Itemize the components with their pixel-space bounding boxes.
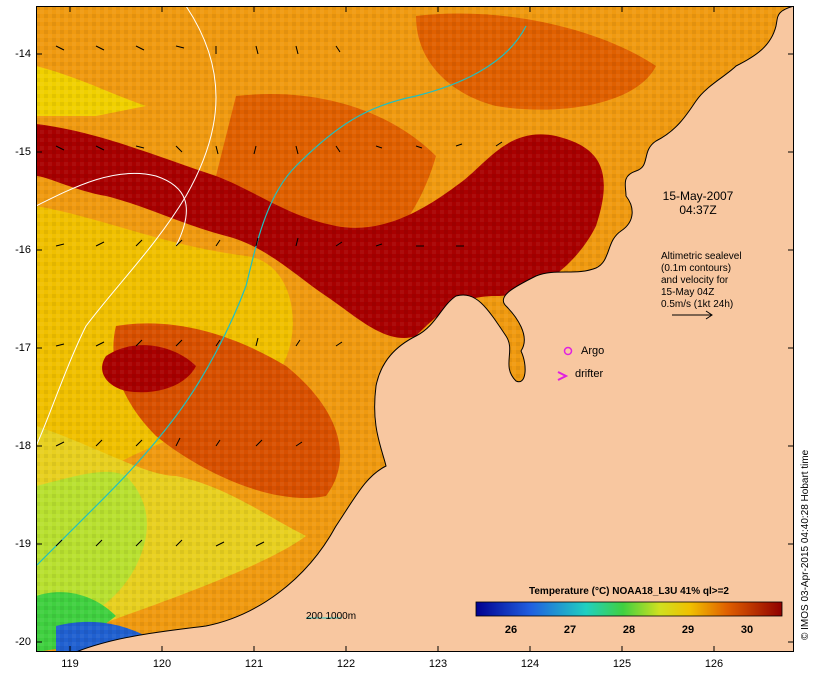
lat-label: -19 [15,538,31,550]
colorbar-tick: 27 [563,624,577,636]
altimetry-line: (0.1m contours) [661,263,732,274]
drifter-marker [557,371,569,381]
lat-label: -14 [15,48,31,60]
land-mass [75,6,794,652]
lat-label: -20 [15,636,31,648]
map-svg [36,6,794,652]
velocity-legend-arrow [672,310,713,320]
drifter-label: drifter [575,368,604,380]
sst-map [36,6,794,652]
lon-label: 121 [244,658,264,670]
lat-label: -17 [15,342,31,354]
altimetry-line: and velocity for [661,275,729,286]
argo-label: Argo [581,345,605,357]
altimetry-line: 0.5m/s (1kt 24h) [661,299,734,310]
altimetry-line: Altimetric sealevel [661,251,742,262]
lon-label: 126 [704,658,724,670]
depth-contour-label: 200 1000m [306,611,357,622]
velocity-arrows [55,45,503,547]
colorbar-tick: 26 [504,624,518,636]
argo-marker [563,346,573,356]
credit-text: © IMOS 03-Apr-2015 04:40:28 Hobart time [800,449,811,640]
lat-label: -15 [15,146,31,158]
lat-label: -18 [15,440,31,452]
colorbar-tick: 29 [681,624,695,636]
bathymetry-200m [36,25,527,567]
altimetry-note: Altimetric sealevel (0.1m contours) and … [661,251,781,311]
lat-label: -16 [15,244,31,256]
colorbar-tick: 28 [622,624,636,636]
colorbar-tick: 30 [740,624,754,636]
lon-label: 123 [428,658,448,670]
map-border [36,6,794,652]
colorbar [475,601,783,617]
lon-label: 120 [152,658,172,670]
bathymetry-1000m [36,6,217,447]
date-text: 15-May-2007 [662,189,734,203]
bathymetry-1000m [36,172,187,247]
lon-label: 124 [520,658,540,670]
lon-label: 125 [612,658,632,670]
colorbar-title: Temperature (°C) NOAA18_L3U 41% ql>=2 [529,586,729,597]
altimetry-line: 15-May 04Z [661,287,715,298]
lon-label: 122 [336,658,356,670]
lon-label: 119 [61,658,79,670]
timestamp-annotation: 15-May-2007 04:37Z [648,189,748,217]
time-text: 04:37Z [679,203,717,217]
